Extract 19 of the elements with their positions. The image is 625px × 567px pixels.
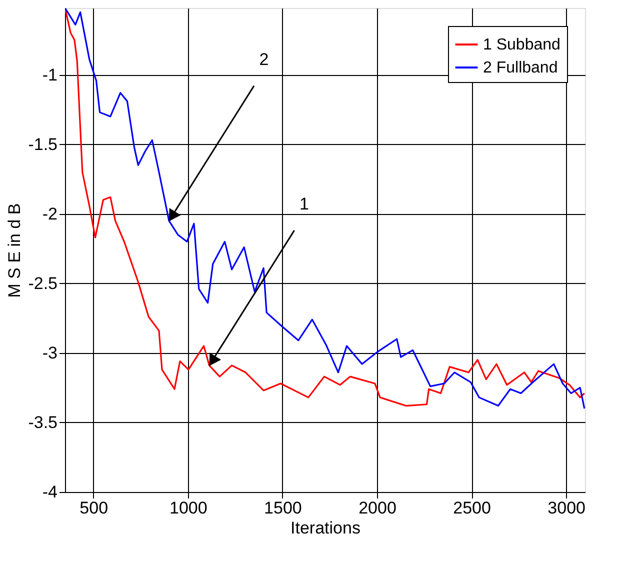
annotation: 1: [300, 194, 310, 214]
x-tick-label: 1000: [169, 498, 208, 518]
x-tick-label: 500: [80, 498, 108, 518]
annotation: 2: [259, 50, 269, 69]
y-tick-label: -2: [42, 204, 58, 224]
y-tick-label: -1.5: [28, 134, 58, 154]
y-tick-label: -2.5: [28, 274, 58, 293]
x-tick-label: 3000: [548, 498, 586, 518]
legend-label: 1 Subband: [483, 36, 560, 54]
y-axis-title: M S E in d B: [5, 203, 24, 298]
legend-label: 2 Fullband: [483, 60, 558, 76]
x-tick-label: 2500: [453, 498, 491, 518]
x-axis-title: Iterations: [290, 518, 360, 538]
y-tick-label: -1: [42, 65, 58, 84]
y-tick-label: -3: [42, 343, 58, 362]
x-tick-label: 1500: [264, 498, 302, 518]
y-tick-label: -3.5: [28, 412, 58, 432]
x-tick-label: 2000: [358, 498, 396, 518]
y-tick-label: -4: [42, 482, 58, 502]
